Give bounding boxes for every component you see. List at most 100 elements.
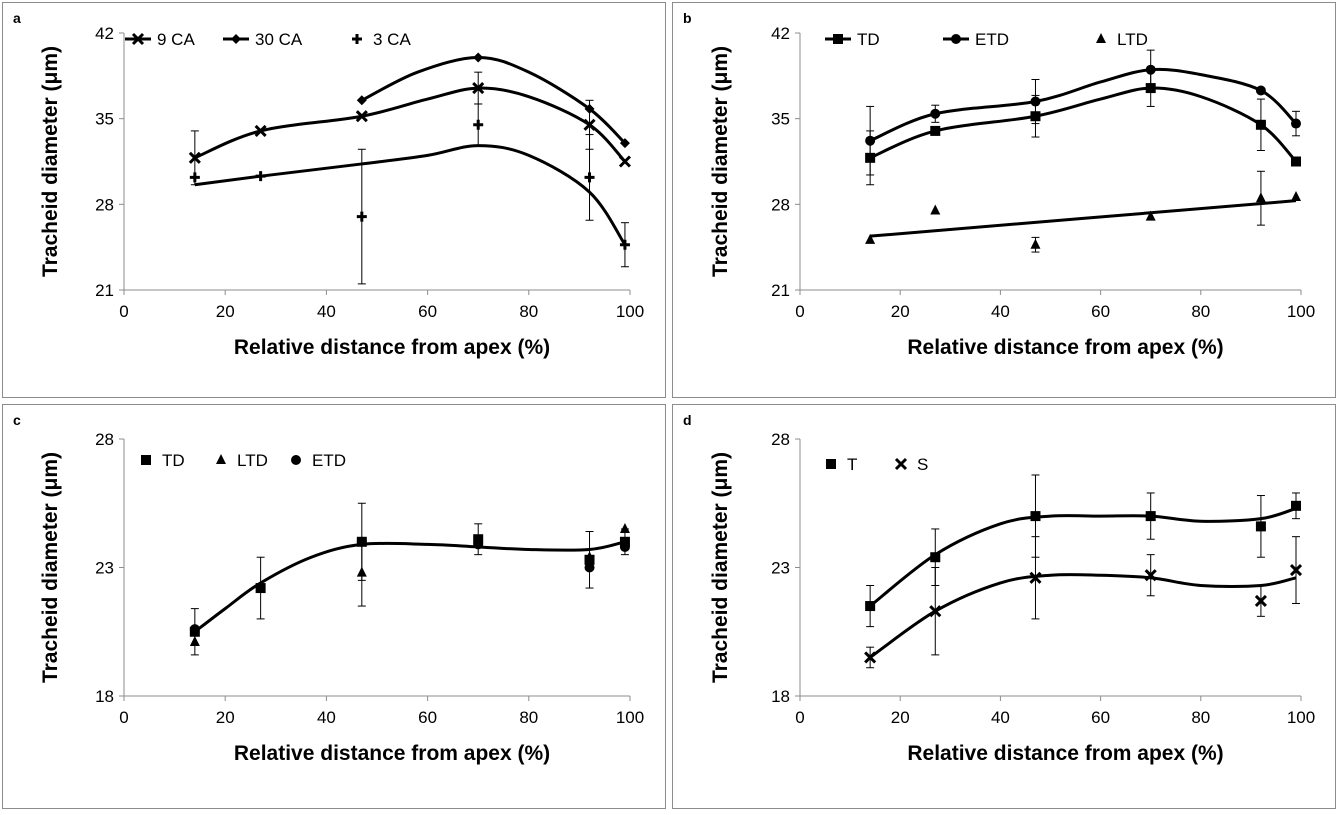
data-point: [1030, 238, 1041, 249]
x-tick-label: 40: [991, 302, 1010, 321]
data-point: [356, 95, 367, 106]
x-tick-label: 80: [1191, 708, 1210, 727]
x-axis-title: Relative distance from apex (%): [907, 336, 1223, 359]
data-point: [619, 522, 630, 533]
data-point: [255, 171, 266, 182]
data-point: [584, 562, 595, 573]
data-point: [619, 541, 630, 552]
data-point: [583, 118, 596, 131]
data-point: [356, 211, 367, 222]
y-tick-label: 28: [771, 195, 790, 214]
y-tick-label: 23: [95, 559, 114, 578]
x-tick-label: 80: [519, 708, 538, 727]
x-tick-label: 20: [216, 708, 235, 727]
data-point: [584, 172, 595, 183]
data-point: [865, 601, 876, 612]
y-tick-label: 35: [771, 110, 790, 129]
series-curve: [869, 573, 1297, 659]
legend-marker: [352, 34, 362, 44]
legend-marker: [894, 457, 908, 471]
y-tick-label: 18: [95, 687, 114, 706]
data-point: [1255, 192, 1266, 203]
series-curve: [193, 540, 626, 633]
x-tick-label: 40: [317, 708, 336, 727]
legend-label: LTD: [1117, 30, 1148, 49]
data-point: [254, 124, 267, 137]
y-tick-label: 28: [771, 430, 790, 449]
chart-panel-b: b 21 28 35 42 0 20 40 60 80 100 Relative distance f…: [672, 2, 1336, 398]
chart-panel-d: d 18 23 28 0 20 40 60 80 100 Relative distance fro…: [672, 404, 1336, 809]
x-tick-label: 100: [616, 708, 644, 727]
panel-label: a: [13, 10, 21, 26]
series-curve: [361, 55, 626, 145]
series-curve: [869, 86, 1298, 163]
y-tick-label: 42: [771, 24, 790, 43]
data-point: [930, 204, 941, 215]
panel-label: c: [13, 412, 21, 428]
data-point: [929, 605, 942, 618]
y-axis-title: Tracheid diameter (μm): [39, 452, 62, 683]
data-point: [1029, 571, 1042, 584]
x-axis-title: Relative distance from apex (%): [907, 742, 1223, 765]
legend-marker: [826, 459, 836, 469]
chart-panel-c: c 18 23 28 0 20 40 60 80 100 Relative distance fro…: [2, 404, 666, 809]
series-curve: [870, 199, 1297, 238]
legend-marker: [131, 32, 145, 46]
data-point: [1145, 210, 1156, 221]
data-point: [1144, 569, 1157, 582]
chart-b-svg: b 21 28 35 42 0 20 40 60 80 100 Relative distance f…: [683, 10, 1315, 359]
x-tick-label: 40: [991, 708, 1010, 727]
legend-marker: [1096, 33, 1106, 43]
legend-marker: [216, 454, 226, 464]
data-point: [473, 52, 484, 63]
legend-label: T: [847, 455, 857, 474]
legend-label: ETD: [312, 451, 346, 470]
x-tick-label: 100: [1287, 708, 1315, 727]
data-point: [255, 583, 266, 594]
data-point: [189, 636, 200, 647]
legend-marker: [951, 34, 961, 44]
y-tick-label: 21: [771, 281, 790, 300]
data-point: [189, 172, 200, 183]
data-point: [1290, 156, 1301, 167]
x-tick-label: 20: [891, 708, 910, 727]
data-point: [619, 138, 630, 149]
y-axis-title: Tracheid diameter (μm): [39, 46, 62, 277]
y-tick-label: 28: [95, 430, 114, 449]
x-tick-label: 0: [795, 708, 804, 727]
legend-label: 3 CA: [373, 30, 411, 49]
data-point: [189, 624, 200, 635]
data-point: [618, 155, 632, 168]
x-tick-label: 20: [216, 302, 235, 321]
data-point: [188, 151, 201, 164]
x-tick-label: 60: [418, 302, 437, 321]
legend-label: ETD: [975, 30, 1009, 49]
y-tick-label: 35: [95, 110, 114, 129]
data-point: [472, 82, 485, 95]
legend-label: TD: [162, 451, 185, 470]
series-curve: [194, 144, 627, 246]
legend-marker: [833, 34, 843, 44]
x-tick-label: 100: [1287, 302, 1315, 321]
x-tick-label: 0: [795, 302, 804, 321]
data-point: [473, 539, 484, 550]
legend-marker: [291, 455, 301, 465]
data-point: [356, 566, 367, 577]
x-tick-label: 60: [1091, 708, 1110, 727]
data-point: [865, 233, 876, 244]
y-axis-title: Tracheid diameter (μm): [709, 452, 732, 683]
data-point: [584, 103, 595, 114]
data-point: [930, 108, 941, 119]
chart-panel-a: a 21 28 35 42 0 20 40 60 80 100 Relative distance f…: [2, 2, 666, 398]
data-point: [1289, 564, 1303, 577]
data-point: [930, 552, 941, 563]
data-point: [1290, 500, 1301, 511]
panel-label: b: [683, 10, 692, 26]
data-point: [930, 125, 941, 136]
data-point: [1255, 521, 1266, 532]
chart-c-svg: c 18 23 28 0 20 40 60 80 100 Relative distance fro…: [13, 412, 644, 765]
x-tick-label: 20: [891, 302, 910, 321]
data-point: [1290, 118, 1301, 129]
data-point: [1254, 594, 1267, 607]
data-point: [355, 110, 368, 123]
